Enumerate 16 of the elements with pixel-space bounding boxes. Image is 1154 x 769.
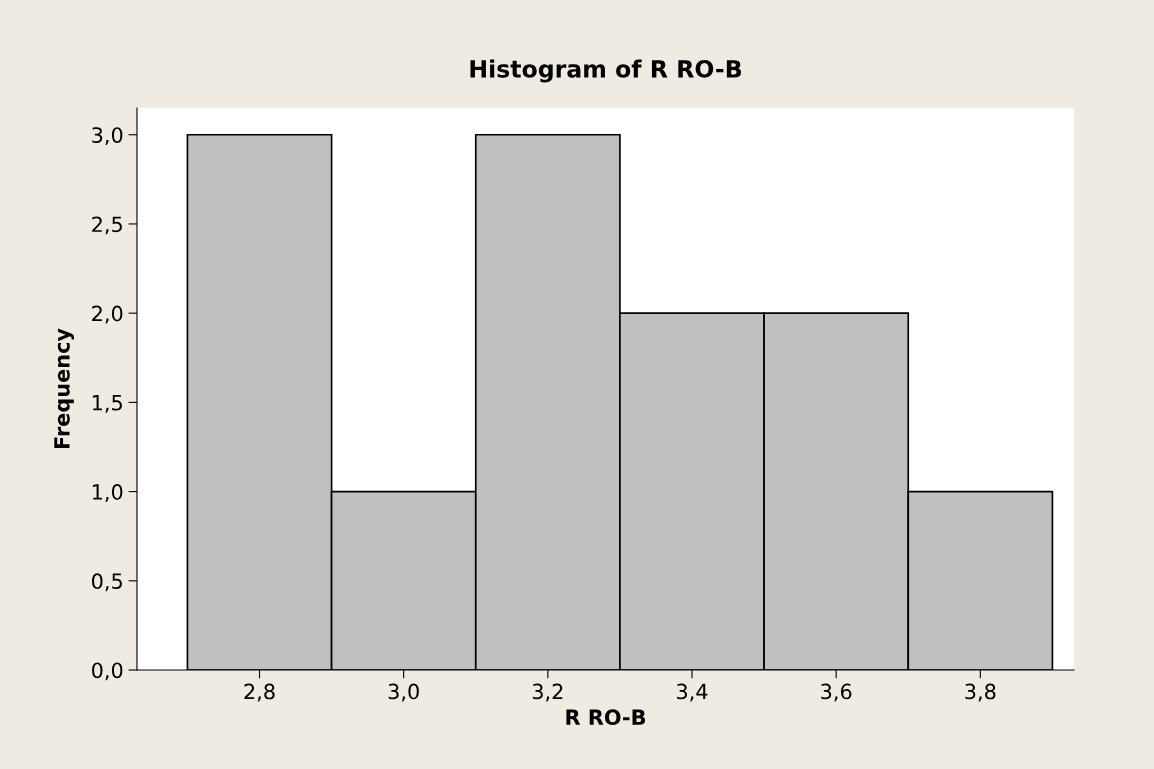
x-tick-label: 2,8 [244, 683, 275, 702]
y-tick-label: 2,5 [92, 216, 122, 235]
chart-title: Histogram of R RO-B [470, 59, 742, 83]
x-tick-label: 3,0 [388, 683, 419, 702]
x-tick-label: 3,8 [965, 683, 996, 702]
x-tick-label: 3,2 [532, 683, 563, 702]
y-tick-label: 1,5 [92, 395, 122, 413]
y-tick-label: 0,5 [92, 573, 122, 592]
y-tick-label: 1,0 [92, 484, 123, 502]
y-tick-label: 0,0 [92, 662, 123, 681]
y-axis-title: Frequency [54, 328, 74, 449]
x-tick-label: 3,6 [821, 683, 852, 702]
x-axis-title: R RO-B [566, 709, 646, 726]
x-tick-label: 3,4 [677, 683, 708, 702]
y-tick-label: 2,0 [92, 305, 123, 324]
y-tick-label: 3,0 [92, 127, 123, 146]
